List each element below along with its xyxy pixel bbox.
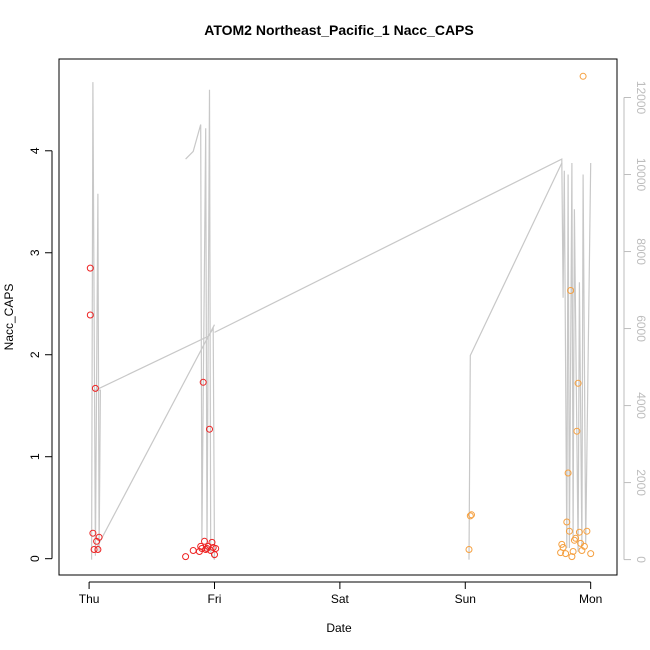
y-tick-label-1: 1	[28, 453, 42, 460]
x-tick-label-3: Sun	[455, 592, 476, 606]
data-point-0-1	[86, 311, 94, 319]
data-point-1-1	[466, 512, 474, 520]
y2-tick-label-2: 4000	[634, 392, 648, 419]
data-point-0-7	[95, 533, 103, 541]
y-tick-label-3: 3	[28, 249, 42, 256]
data-point-0-18	[206, 425, 213, 433]
data-point-1-21	[580, 542, 588, 550]
y2-tick-label-0: 0	[634, 556, 648, 563]
y-tick-label-4: 4	[28, 147, 42, 154]
data-point-0-23	[212, 545, 220, 552]
data-point-1-16	[574, 379, 582, 387]
x-tick-label-2: Sat	[331, 592, 350, 606]
data-point-1-6	[562, 550, 570, 558]
data-point-1-17	[575, 528, 583, 536]
data-point-0-12	[198, 545, 206, 552]
chart-title: ATOM2 Northeast_Pacific_1 Nacc_CAPS	[204, 22, 473, 38]
data-point-0-6	[94, 546, 102, 553]
data-point-1-2	[468, 511, 475, 519]
data-point-1-7	[563, 518, 571, 526]
data-point-1-10	[567, 287, 575, 294]
data-point-1-11	[568, 553, 576, 561]
y2-tick-label-1: 2000	[634, 469, 648, 496]
data-point-1-14	[572, 534, 580, 542]
x-axis-label: Date	[326, 621, 352, 635]
data-point-1-0	[465, 546, 473, 553]
x-tick-label-1: Fri	[207, 592, 221, 606]
y2-tick-label-6: 12000	[634, 81, 648, 115]
data-point-1-15	[573, 427, 581, 435]
x-tick-label-4: Mon	[579, 592, 602, 606]
data-point-0-20	[208, 538, 216, 546]
data-point-1-22	[583, 527, 591, 535]
plot-area	[86, 72, 595, 561]
axes: Thu Fri Sat Sun Mon 0 1 2 3 4 0 2000 4000 6000 8000 100…	[28, 81, 648, 606]
y-tick-label-0: 0	[28, 555, 42, 562]
data-point-1-9	[565, 527, 573, 535]
x-tick-label-0: Thu	[79, 592, 100, 606]
y2-tick-label-5: 10000	[634, 158, 648, 192]
data-point-1-23	[587, 550, 595, 558]
plot-frame	[58, 58, 618, 576]
y-tick-label-2: 2	[28, 351, 42, 358]
y-axis-label: Nacc_CAPS	[2, 284, 16, 351]
data-point-0-14	[201, 537, 208, 545]
y2-tick-label-3: 6000	[634, 315, 648, 342]
data-point-0-8	[182, 553, 190, 561]
series-line-2-1	[96, 324, 216, 549]
data-point-1-12	[569, 548, 577, 555]
data-point-1-8	[564, 469, 572, 477]
data-point-1-5	[559, 544, 567, 551]
data-point-0-2	[89, 529, 97, 537]
series-line-2-3	[214, 158, 592, 552]
data-point-0-3	[90, 546, 98, 553]
data-point-0-4	[91, 384, 99, 392]
series-line-2-2	[185, 89, 216, 560]
data-point-0-0	[86, 264, 94, 272]
y2-tick-label-4: 8000	[634, 238, 648, 265]
series-line-2-4	[468, 162, 563, 560]
data-point-1-20	[579, 72, 587, 80]
data-point-0-13	[199, 378, 207, 386]
data-point-1-4	[558, 540, 566, 548]
